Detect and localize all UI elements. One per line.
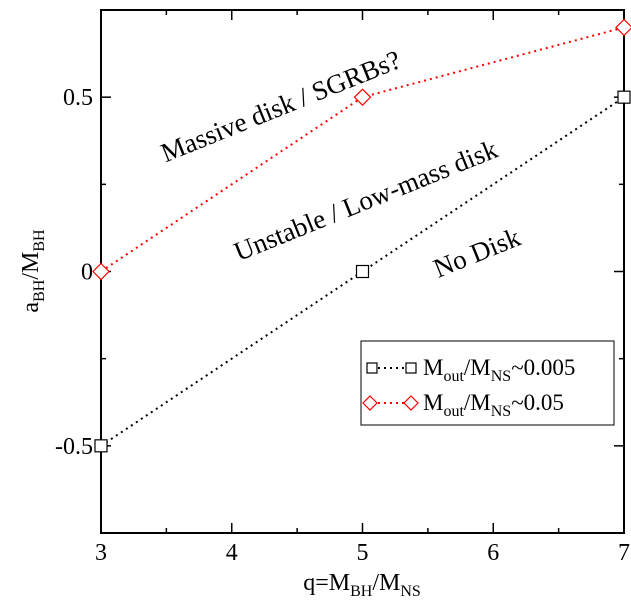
y-tick-labels: -0.5 0 0.5: [55, 85, 93, 460]
y-tick-label: -0.5: [55, 434, 93, 460]
region-label-2: No Disk: [429, 222, 525, 284]
y-tick-label: 0.5: [63, 85, 93, 111]
x-tick-labels: 3 4 5 6 7: [95, 540, 630, 566]
legend-marker-0-a: [366, 362, 378, 374]
y-axis-label: aBH/MBH: [18, 229, 48, 313]
y-tick-label: 0: [81, 260, 93, 286]
legend-marker-1-a: [362, 395, 378, 411]
legend: Mout/MNS~0.005 Mout/MNS~0.05: [360, 340, 615, 426]
series-1-point: [353, 88, 372, 107]
series-layer: [92, 18, 631, 453]
x-tick-label: 6: [487, 540, 499, 566]
series-0-point: [94, 439, 108, 453]
legend-marker-1-b: [403, 395, 419, 411]
series-0-point: [617, 90, 631, 104]
legend-box: [360, 340, 615, 426]
x-tick-label: 7: [618, 540, 630, 566]
series-1-point: [615, 18, 631, 37]
series-0-point: [355, 264, 370, 279]
series-0-line: [100, 96, 625, 447]
x-axis-label: q=MBH/MNS: [303, 570, 421, 600]
legend-label-1: Mout/MNS~0.05: [423, 390, 564, 420]
x-tick-label: 5: [357, 540, 369, 566]
x-tick-label: 3: [95, 540, 107, 566]
region-label-0: Massive disk / SGRBs?: [156, 44, 404, 168]
legend-label-0: Mout/MNS~0.005: [423, 355, 575, 385]
annotation-layer: Massive disk / SGRBs?Unstable / Low-mass…: [156, 44, 524, 283]
series-1-point: [92, 262, 110, 281]
x-tick-label: 4: [226, 540, 238, 566]
legend-marker-0-b: [405, 362, 417, 374]
